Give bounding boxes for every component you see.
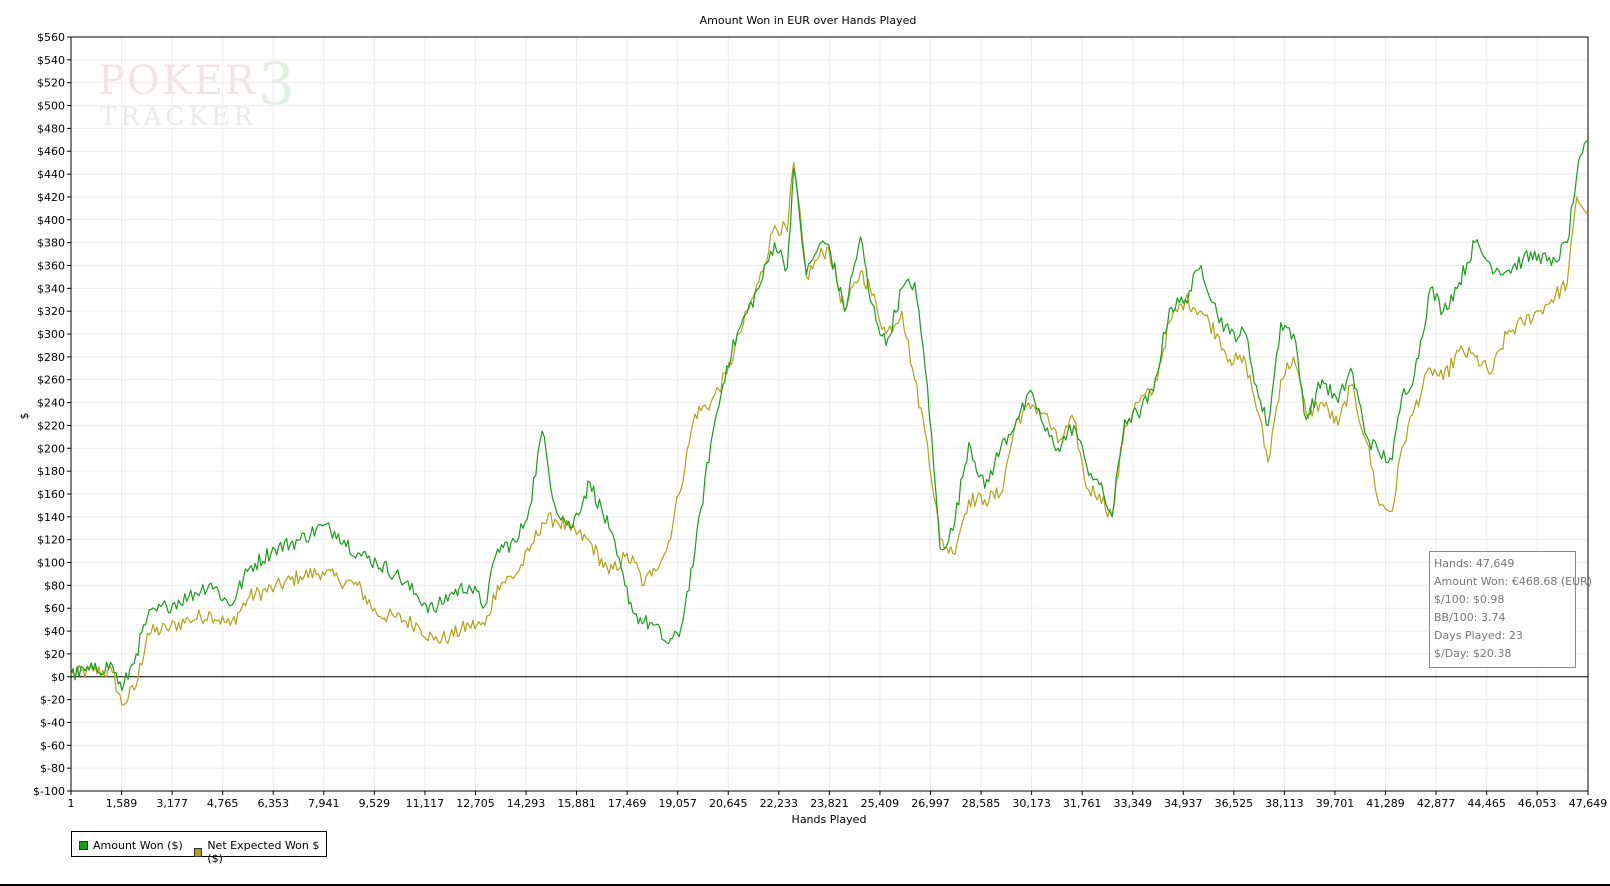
x-tick-label: 17,469 <box>608 797 647 810</box>
y-tick-label: $380 <box>37 237 65 250</box>
stats-per-day: $/Day: $20.38 <box>1434 647 1512 660</box>
y-tick-label: $40 <box>44 625 65 638</box>
x-tick-label: 31,761 <box>1063 797 1102 810</box>
x-tick-label: 15,881 <box>557 797 596 810</box>
y-tick-label: $220 <box>37 419 65 432</box>
y-tick-label: $200 <box>37 442 65 455</box>
y-axis-label: $ <box>18 413 31 420</box>
x-tick-label: 26,997 <box>911 797 950 810</box>
x-tick-label: 36,525 <box>1215 797 1254 810</box>
y-axis: $-100 $-80 $-60 $-40 $-20 $0 $20 $40 $60 $80 $100 $… <box>33 31 71 798</box>
stats-hands: Hands: 47,649 <box>1434 557 1515 570</box>
y-tick-label: $560 <box>37 31 65 44</box>
legend-swatch-amount-won <box>79 841 88 850</box>
legend-label-net-expected: Net Expected Won $ ($) <box>207 839 320 865</box>
x-tick-label: 23,821 <box>810 797 849 810</box>
series-line-amount-won <box>70 139 1589 692</box>
y-tick-label: $520 <box>37 77 65 90</box>
y-tick-label: $420 <box>37 191 65 204</box>
y-tick-label: $240 <box>37 397 65 410</box>
x-tick-label: 1 <box>68 797 75 810</box>
y-tick-label: $320 <box>37 305 65 318</box>
y-tick-label: $400 <box>37 214 65 227</box>
x-tick-label: 14,293 <box>507 797 546 810</box>
y-tick-label: $100 <box>37 557 65 570</box>
legend-item-amount-won[interactable]: Amount Won ($) <box>79 839 183 852</box>
y-tick-label: $-40 <box>40 716 65 729</box>
x-tick-label: 38,113 <box>1265 797 1304 810</box>
y-tick-label: $460 <box>37 145 65 158</box>
legend-label-amount-won: Amount Won ($) <box>93 839 183 852</box>
watermark-logo: POKER 3 TRACKER <box>98 50 295 131</box>
x-tick-label: 11,117 <box>406 797 445 810</box>
chart-title: Amount Won in EUR over Hands Played <box>700 14 917 27</box>
stats-bb-100: BB/100: 3.74 <box>1434 611 1506 624</box>
watermark-tracker: TRACKER <box>100 102 256 131</box>
watermark-poker: POKER <box>98 58 257 104</box>
y-tick-label: $280 <box>37 351 65 364</box>
x-tick-label: 19,057 <box>658 797 697 810</box>
y-tick-label: $440 <box>37 168 65 181</box>
y-tick-label: $-20 <box>40 694 65 707</box>
y-tick-label: $300 <box>37 328 65 341</box>
stats-days-played: Days Played: 23 <box>1434 629 1523 642</box>
y-tick-label: $260 <box>37 374 65 387</box>
stats-amount-won: Amount Won: €468.68 (EUR) <box>1434 575 1593 588</box>
x-tick-label: 25,409 <box>861 797 900 810</box>
y-tick-label: $80 <box>44 579 65 592</box>
stats-panel: Hands: 47,649 Amount Won: €468.68 (EUR) … <box>1429 551 1593 668</box>
x-tick-label: 20,645 <box>709 797 748 810</box>
y-tick-label: $-100 <box>33 785 65 798</box>
stats-per-100: $/100: $0.98 <box>1434 593 1505 606</box>
x-tick-label: 42,877 <box>1417 797 1456 810</box>
x-tick-label: 4,765 <box>207 797 239 810</box>
x-tick-label: 6,353 <box>257 797 289 810</box>
legend: Amount Won ($) Net Expected Won $ ($) <box>71 831 327 865</box>
x-tick-label: 46,053 <box>1518 797 1557 810</box>
y-tick-label: $160 <box>37 488 65 501</box>
x-tick-label: 34,937 <box>1164 797 1203 810</box>
x-tick-label: 41,289 <box>1366 797 1405 810</box>
y-tick-label: $0 <box>51 671 65 684</box>
x-tick-label: 28,585 <box>962 797 1001 810</box>
y-tick-label: $500 <box>37 100 65 113</box>
y-tick-label: $540 <box>37 54 65 67</box>
x-tick-label: 39,701 <box>1316 797 1355 810</box>
y-tick-label: $60 <box>44 602 65 615</box>
x-axis: 1 1,589 3,177 4,765 6,353 7,941 9,529 11,117 12,… <box>68 791 1608 810</box>
x-tick-label: 3,177 <box>156 797 188 810</box>
y-tick-label: $120 <box>37 534 65 547</box>
y-tick-label: $360 <box>37 259 65 272</box>
watermark-3: 3 <box>258 50 295 118</box>
x-axis-label: Hands Played <box>792 813 867 826</box>
x-tick-label: 7,941 <box>308 797 340 810</box>
x-tick-label: 44,465 <box>1467 797 1506 810</box>
y-tick-label: $140 <box>37 511 65 524</box>
y-tick-label: $-80 <box>40 762 65 775</box>
x-tick-label: 12,705 <box>456 797 495 810</box>
series-group <box>70 139 1589 706</box>
y-tick-label: $-60 <box>40 739 65 752</box>
grid <box>70 36 1589 792</box>
legend-item-net-expected[interactable]: Net Expected Won $ ($) <box>194 839 326 865</box>
series-line-net-expected <box>70 162 1589 706</box>
bottom-border <box>0 884 1610 886</box>
y-tick-label: $340 <box>37 282 65 295</box>
x-tick-label: 30,173 <box>1012 797 1051 810</box>
y-tick-label: $480 <box>37 122 65 135</box>
x-tick-label: 47,649 <box>1569 797 1608 810</box>
x-tick-label: 33,349 <box>1113 797 1152 810</box>
y-tick-label: $180 <box>37 465 65 478</box>
x-tick-label: 1,589 <box>106 797 138 810</box>
legend-swatch-net-expected <box>194 847 203 857</box>
y-tick-label: $20 <box>44 648 65 661</box>
x-tick-label: 9,529 <box>359 797 391 810</box>
x-tick-label: 22,233 <box>760 797 799 810</box>
